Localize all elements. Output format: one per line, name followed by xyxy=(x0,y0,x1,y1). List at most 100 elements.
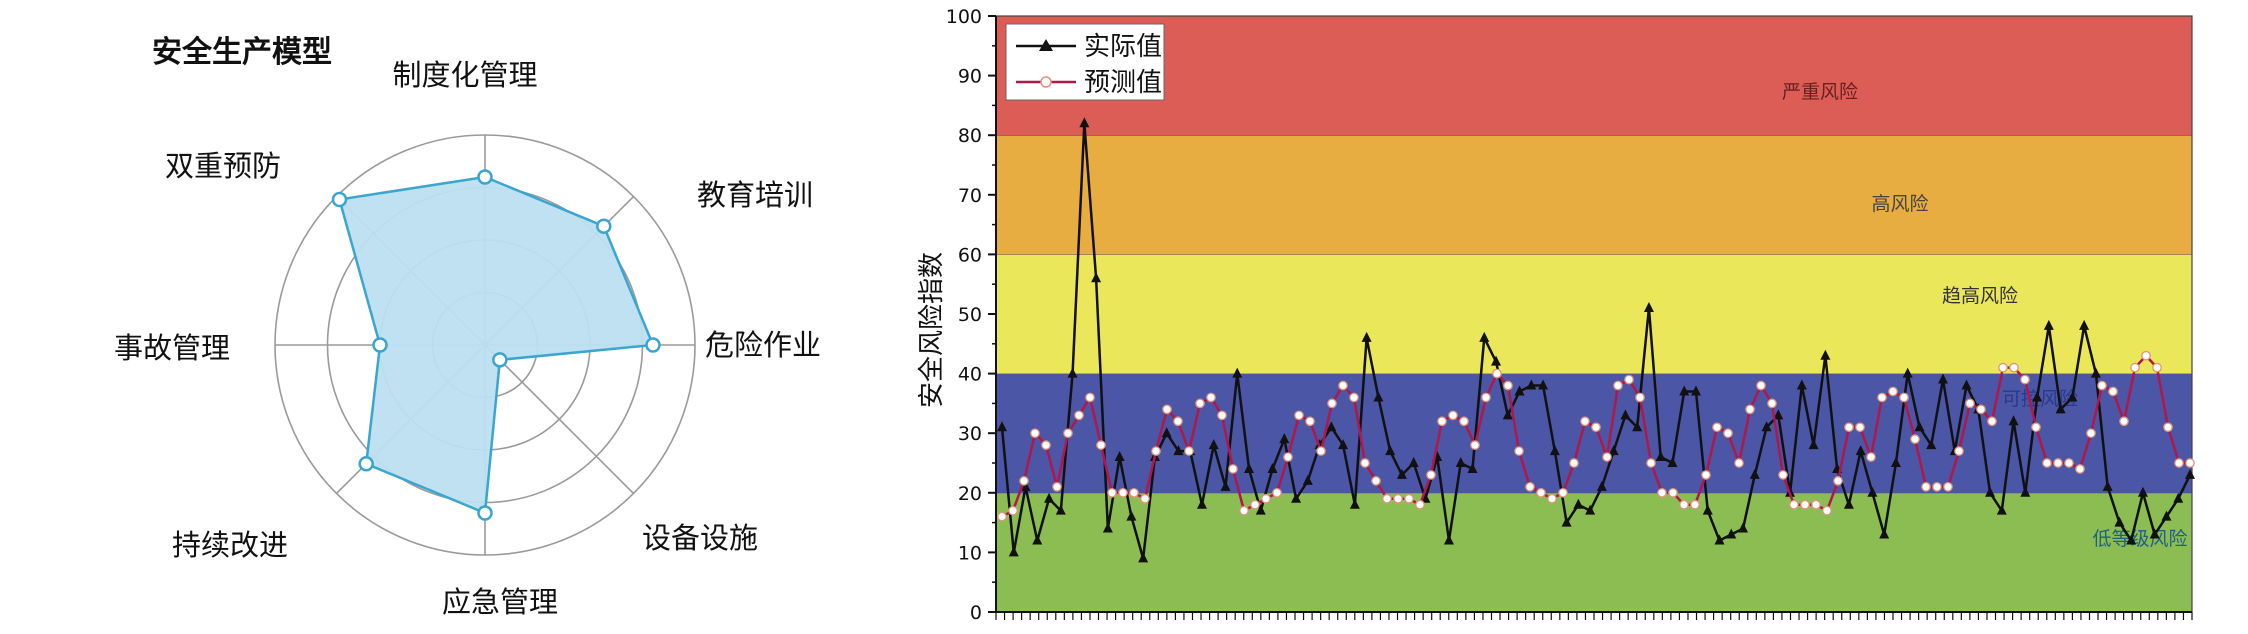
predicted-point xyxy=(1888,386,1898,397)
actual-point xyxy=(1667,457,1678,467)
actual-point xyxy=(2114,516,2125,527)
predicted-point xyxy=(1701,470,1711,480)
predicted-point xyxy=(1437,416,1447,427)
risk-band xyxy=(996,16,2192,136)
y-tick-label: 80 xyxy=(958,125,982,147)
predicted-point xyxy=(1525,481,1535,492)
actual-point xyxy=(1820,349,1831,360)
predicted-point xyxy=(2064,458,2074,468)
predicted-point xyxy=(1943,481,1953,492)
predicted-point xyxy=(1096,440,1106,450)
predicted-point xyxy=(1690,499,1700,510)
predicted-point xyxy=(1602,452,1612,462)
actual-point xyxy=(1738,522,1749,533)
radar-axis-label: 事故管理 xyxy=(114,331,230,365)
actual-point xyxy=(1808,439,1819,450)
predicted-point xyxy=(1998,362,2008,373)
actual-point xyxy=(1491,355,1502,366)
actual-point xyxy=(2126,534,2137,545)
actual-point xyxy=(1220,480,1231,491)
actual-point xyxy=(1055,504,1066,515)
legend-marker-actual xyxy=(1039,39,1053,51)
legend-label-actual: 实际值 xyxy=(1084,32,1162,62)
predicted-point xyxy=(1789,499,1799,510)
radar-point xyxy=(477,169,493,185)
predicted-point xyxy=(1360,458,1370,468)
actual-point xyxy=(1279,433,1290,444)
predicted-point xyxy=(1624,374,1634,385)
actual-point xyxy=(1020,480,1031,491)
actual-point xyxy=(1643,302,1654,313)
actual-point xyxy=(2102,480,2113,491)
predicted-point xyxy=(1558,487,1568,498)
actual-point xyxy=(1385,445,1396,456)
predicted-point xyxy=(1316,446,1326,456)
actual-point xyxy=(1032,534,1043,545)
predicted-point xyxy=(1327,398,1337,409)
actual-point xyxy=(2149,528,2160,539)
predicted-point xyxy=(1338,380,1348,391)
y-tick-label: 70 xyxy=(958,185,982,207)
actual-point xyxy=(1890,457,1901,467)
actual-point xyxy=(1114,451,1125,462)
actual-point xyxy=(1879,528,1890,539)
actual-point xyxy=(1761,421,1772,432)
actual-point xyxy=(1373,391,1384,402)
actual-point xyxy=(1796,379,1807,390)
legend: 实际值 预测值 xyxy=(1005,23,1165,101)
predicted-point xyxy=(1767,398,1777,409)
predicted-point xyxy=(1459,416,1469,427)
predicted-point xyxy=(1910,434,1920,445)
predicted-point xyxy=(1987,416,1997,427)
predicted-point xyxy=(1822,505,1832,516)
predicted-point xyxy=(1217,410,1227,421)
radar-area xyxy=(331,169,661,521)
risk-band xyxy=(996,135,2192,255)
actual-point xyxy=(1561,516,1572,527)
predicted-point xyxy=(1844,422,1854,433)
predicted-point xyxy=(1657,487,1667,498)
actual-point xyxy=(1549,445,1560,456)
predicted-point xyxy=(1085,392,1095,403)
actual-point xyxy=(1690,385,1701,396)
actual-point xyxy=(1138,552,1149,563)
actual-point xyxy=(1479,331,1490,342)
radar-point xyxy=(358,456,374,472)
predicted-point xyxy=(1250,499,1260,510)
actual-point xyxy=(1338,439,1349,450)
radar-point xyxy=(492,352,508,368)
predicted-point xyxy=(2009,362,2019,373)
actual-point xyxy=(1173,445,1184,456)
predicted-point xyxy=(1195,398,1205,409)
y-tick-label: 30 xyxy=(958,423,982,445)
actual-point xyxy=(1526,379,1537,390)
actual-point xyxy=(2032,391,2043,402)
predicted-point xyxy=(1470,440,1480,450)
predicted-point xyxy=(1679,499,1689,510)
actual-point xyxy=(1091,272,1102,283)
predicted-point xyxy=(1635,392,1645,403)
radar-axis-label: 持续改进 xyxy=(172,528,288,562)
predicted-point xyxy=(1899,392,1909,403)
actual-point xyxy=(2090,367,2101,378)
actual-point xyxy=(997,421,1007,432)
actual-point xyxy=(1196,498,1207,509)
predicted-point xyxy=(1140,493,1150,504)
actual-point xyxy=(1244,462,1255,473)
predicted-point xyxy=(1503,380,1513,391)
actual-point xyxy=(1208,439,1219,450)
predicted-point xyxy=(1261,493,1271,504)
radar-spoke xyxy=(484,344,635,495)
predicted-point xyxy=(2185,458,2195,468)
predicted-point xyxy=(1184,446,1194,456)
risk-band xyxy=(996,492,2192,612)
y-tick-label: 10 xyxy=(958,542,982,564)
y-tick-label: 40 xyxy=(958,364,982,386)
actual-point xyxy=(1867,486,1878,497)
predicted-point xyxy=(1030,428,1040,439)
radar-point xyxy=(596,218,612,234)
radar-axis-label: 危险作业 xyxy=(705,328,821,362)
predicted-point xyxy=(2031,422,2041,433)
